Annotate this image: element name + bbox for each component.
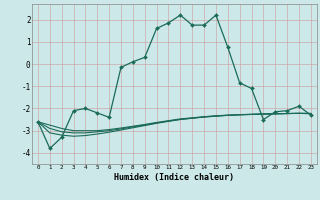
- X-axis label: Humidex (Indice chaleur): Humidex (Indice chaleur): [115, 173, 234, 182]
